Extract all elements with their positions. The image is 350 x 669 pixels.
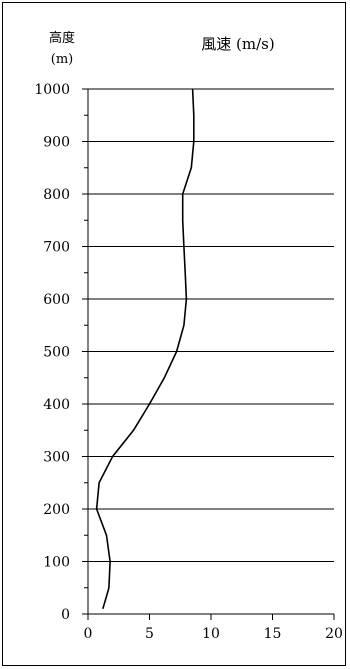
chart-frame bbox=[2, 2, 346, 666]
y-tick-label: 900 bbox=[43, 135, 70, 151]
series-layer bbox=[95, 88, 195, 610]
y-axis-label: 高度 bbox=[49, 30, 75, 46]
wind-speed-series-line bbox=[95, 88, 195, 610]
x-tick-label: 0 bbox=[84, 626, 93, 642]
y-axis-unit: (m) bbox=[51, 52, 73, 67]
y-tick-label: 400 bbox=[43, 397, 70, 413]
axis-layer bbox=[82, 88, 335, 620]
tick-label-layer: 0 100 200 300 400 500 600 700 800 900 1000 0 5 10 15 20 bbox=[34, 82, 343, 642]
x-tick-label: 20 bbox=[325, 626, 343, 642]
y-tick-label: 300 bbox=[43, 450, 70, 466]
y-tick-label: 200 bbox=[43, 502, 70, 518]
x-tick-label: 10 bbox=[202, 626, 220, 642]
y-tick-label: 1000 bbox=[34, 82, 70, 98]
x-tick-label: 15 bbox=[264, 626, 282, 642]
y-tick-label: 100 bbox=[43, 555, 70, 571]
chart-title: 風速 (m/s) bbox=[201, 35, 274, 53]
y-tick-label: 500 bbox=[43, 345, 70, 361]
grid-layer bbox=[88, 88, 334, 562]
y-tick-label: 600 bbox=[43, 292, 70, 308]
y-tick-label: 800 bbox=[43, 187, 70, 203]
x-tick-label: 5 bbox=[145, 626, 154, 642]
y-tick-label: 0 bbox=[61, 607, 70, 623]
y-tick-label: 700 bbox=[43, 240, 70, 256]
